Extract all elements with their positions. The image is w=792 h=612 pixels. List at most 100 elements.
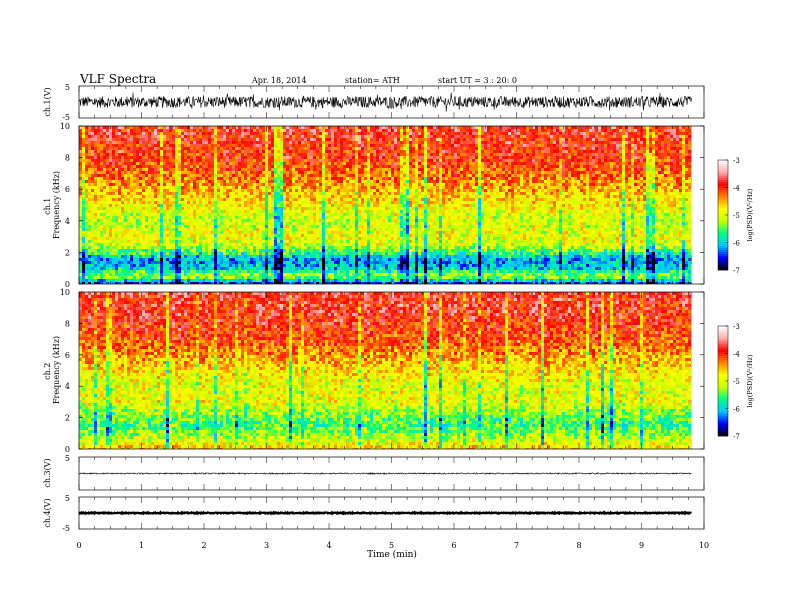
colorbar-segment — [718, 174, 728, 177]
ch2-spectrogram-ytick-label: 2 — [65, 414, 70, 423]
colorbar-segment — [718, 184, 728, 187]
colorbar-segment — [718, 252, 728, 255]
colorbar-segment — [718, 432, 728, 435]
colorbar-segment — [718, 188, 728, 191]
colorbar-segment — [718, 356, 728, 359]
time-tick-label: 3 — [264, 541, 269, 550]
ch2-spectrogram-ylabel: ch.2 Frequency (kHz) — [43, 336, 61, 404]
colorbar-segment — [718, 380, 728, 383]
colorbar-tick-label: -4 — [733, 185, 740, 193]
colorbar-segment — [718, 206, 728, 209]
colorbar-tick-label: -7 — [733, 267, 740, 275]
colorbar-segment — [718, 204, 728, 207]
colorbar-segment — [718, 366, 728, 369]
colorbar-segment — [718, 242, 728, 245]
colorbar-label: log(PSD)(V²/Hz) — [746, 354, 754, 407]
colorbar-segment — [718, 412, 728, 415]
ch1-spectrogram-ytick-label: 6 — [65, 185, 70, 194]
colorbar-segment — [718, 224, 728, 227]
ch1-spectrogram-ytick-label: 4 — [65, 217, 70, 226]
colorbar-segment — [718, 384, 728, 387]
colorbar-segment — [718, 186, 728, 189]
colorbar-segment — [718, 260, 728, 263]
colorbar-segment — [718, 426, 728, 429]
time-tick-label: 0 — [76, 541, 81, 550]
ch1-spectrogram-ylabel-line1: ch.1 — [43, 198, 52, 215]
ch1-waveform-ylabel: ch.1(V) — [43, 87, 52, 116]
colorbar-segment — [718, 354, 728, 357]
ch3-waveform-panel: 5 ch.3(V) — [43, 454, 705, 491]
colorbar-segment — [718, 248, 728, 251]
colorbar-segment — [718, 410, 728, 413]
time-tick-label: 10 — [699, 541, 709, 550]
colorbar-tick-label: -7 — [733, 433, 740, 441]
time-axis-label: Time (min) — [367, 549, 417, 560]
date-label: Apr. 18, 2014 — [251, 76, 307, 85]
colorbar-segment — [718, 200, 728, 203]
colorbar-segment — [718, 176, 728, 179]
ch2-spectrogram-ytick-label: 4 — [65, 382, 70, 391]
colorbar-segment — [718, 416, 728, 419]
time-axis-tick-labels: 0 1 2 3 4 5 6 7 8 9 10 — [76, 541, 709, 550]
colorbar-segment — [718, 210, 728, 213]
time-tick-label: 8 — [576, 541, 581, 550]
ch2-spectrogram-ylabel-line2: Frequency (kHz) — [52, 336, 61, 404]
ch3-waveform-ylabel: ch.3(V) — [43, 458, 52, 487]
colorbar-segment — [718, 402, 728, 405]
ch1-spectrogram-ytick-label: 0 — [65, 280, 70, 289]
colorbar-segment — [718, 400, 728, 403]
ch1-spectrogram-ylabel: ch.1 Frequency (kHz) — [43, 171, 61, 239]
colorbar-segment — [718, 414, 728, 417]
time-tick-label: 7 — [514, 541, 519, 550]
colorbar-segment — [718, 382, 728, 385]
colorbar-segment — [718, 394, 728, 397]
colorbar-segment — [718, 362, 728, 365]
colorbar-segment — [718, 376, 728, 379]
colorbar-segment — [718, 374, 728, 377]
colorbar-segment — [718, 358, 728, 361]
colorbar-segment — [718, 234, 728, 237]
colorbar-segment — [718, 190, 728, 193]
colorbar-segment — [718, 216, 728, 219]
colorbar-tick-label: -3 — [733, 157, 740, 165]
colorbar-segment — [718, 254, 728, 257]
ch4-waveform-trace — [78, 510, 692, 516]
colorbar-segment — [718, 408, 728, 411]
colorbar-segment — [718, 180, 728, 183]
colorbar-segment — [718, 428, 728, 431]
time-tick-label: 6 — [451, 541, 456, 550]
colorbar-segment — [718, 212, 728, 215]
colorbar-segment — [718, 202, 728, 205]
colorbar-segment — [718, 332, 728, 335]
colorbar-segment — [718, 162, 728, 165]
colorbar-segment — [718, 268, 728, 271]
ch2-spectrogram-ytick-label: 0 — [65, 445, 70, 454]
ch1-spectrogram-ytick-label: 8 — [65, 154, 70, 163]
colorbar-segment — [718, 238, 728, 241]
ch1-spectrogram-image — [79, 126, 704, 284]
colorbar-segment — [718, 350, 728, 353]
colorbar-segment — [718, 166, 728, 169]
time-tick-label: 2 — [201, 541, 206, 550]
figure-title: VLF Spectra — [79, 72, 156, 86]
time-tick-label: 9 — [639, 541, 644, 550]
colorbar-segment — [718, 262, 728, 265]
colorbar-segment — [718, 368, 728, 371]
time-axis-ticks — [78, 86, 705, 529]
colorbar-segment — [718, 420, 728, 423]
colorbar-segment — [718, 198, 728, 201]
colorbar-segment — [718, 178, 728, 181]
colorbar-segment — [718, 222, 728, 225]
ch2-spectrogram-image — [79, 292, 704, 449]
ch1-spectrogram-ytick-label: 2 — [65, 248, 70, 257]
colorbar-segment — [718, 364, 728, 367]
ch1-waveform-trace — [78, 92, 692, 112]
colorbar-segment — [718, 398, 728, 401]
colorbar-segment — [718, 348, 728, 351]
ch4-waveform-ytick-bottom: -5 — [62, 524, 70, 533]
ch2-spectrogram-ytick-label: 10 — [60, 288, 70, 297]
colorbar-segment — [718, 326, 728, 329]
start-ut-label: start UT = 3 : 20: 0 — [438, 76, 517, 85]
ch1-spectrogram-ylabel-line2: Frequency (kHz) — [52, 171, 61, 239]
